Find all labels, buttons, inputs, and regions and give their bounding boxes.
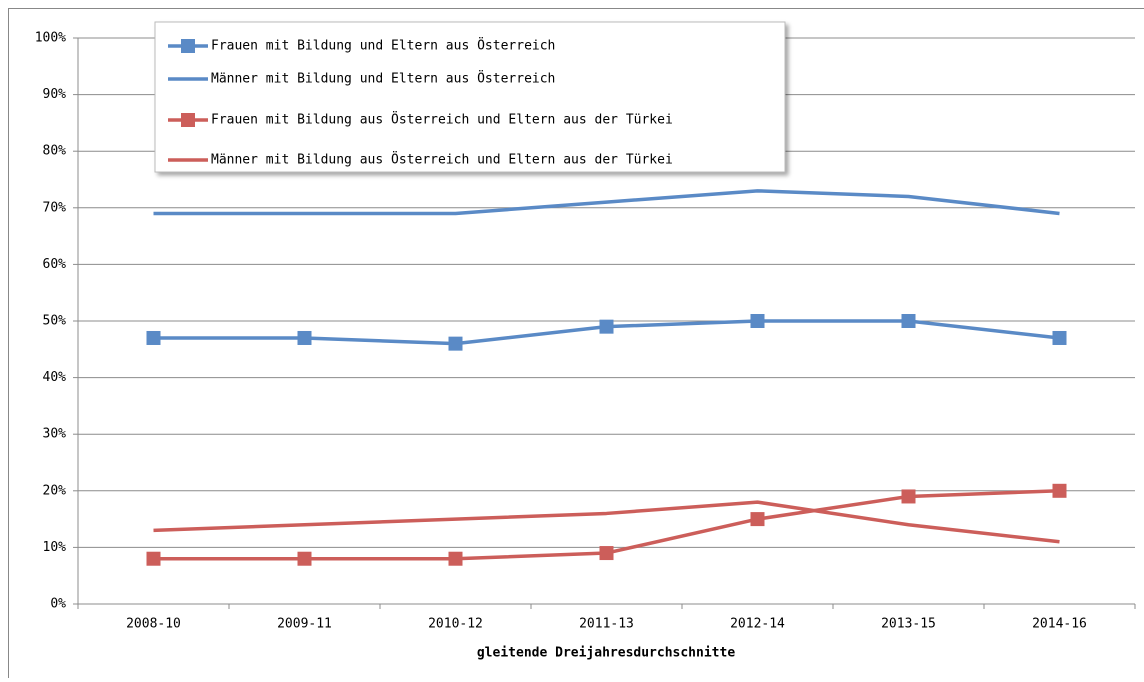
legend-label: Frauen mit Bildung und Eltern aus Österr…	[211, 37, 555, 54]
marker	[147, 552, 161, 566]
marker	[751, 512, 765, 526]
x-tick-label: 2014-16	[1032, 617, 1087, 632]
y-tick-label: 0%	[50, 597, 66, 612]
x-tick-label: 2013-15	[881, 617, 936, 632]
marker	[751, 314, 765, 328]
marker	[298, 331, 312, 345]
legend-marker	[181, 113, 195, 127]
marker	[902, 489, 916, 503]
line	[154, 191, 1060, 214]
marker	[449, 552, 463, 566]
y-tick-label: 60%	[43, 257, 67, 272]
y-tick-label: 30%	[43, 427, 67, 442]
x-tick-label: 2008-10	[126, 617, 181, 632]
marker	[902, 314, 916, 328]
y-tick-label: 70%	[43, 200, 67, 215]
y-tick-label: 10%	[43, 540, 67, 555]
y-tick-label: 90%	[43, 87, 67, 102]
marker	[147, 331, 161, 345]
y-tick-label: 80%	[43, 144, 67, 159]
marker	[1053, 331, 1067, 345]
marker	[449, 337, 463, 351]
legend-label: Männer mit Bildung und Eltern aus Österr…	[211, 70, 555, 87]
line	[154, 502, 1060, 542]
y-tick-label: 20%	[43, 483, 67, 498]
x-tick-label: 2012-14	[730, 617, 785, 632]
marker	[298, 552, 312, 566]
x-axis-title: gleitende Dreijahresdurchschnitte	[477, 646, 735, 661]
x-tick-label: 2011-13	[579, 617, 634, 632]
x-tick-label: 2010-12	[428, 617, 483, 632]
marker	[600, 320, 614, 334]
legend-label: Frauen mit Bildung aus Österreich und El…	[211, 111, 673, 128]
legend-label: Männer mit Bildung aus Österreich und El…	[211, 151, 673, 168]
marker	[600, 546, 614, 560]
y-tick-label: 50%	[43, 314, 67, 329]
marker	[1053, 484, 1067, 498]
y-tick-label: 40%	[43, 370, 67, 385]
legend-marker	[181, 39, 195, 53]
y-tick-label: 100%	[35, 31, 66, 46]
legend: Frauen mit Bildung und Eltern aus Österr…	[155, 22, 785, 172]
x-tick-label: 2009-11	[277, 617, 332, 632]
